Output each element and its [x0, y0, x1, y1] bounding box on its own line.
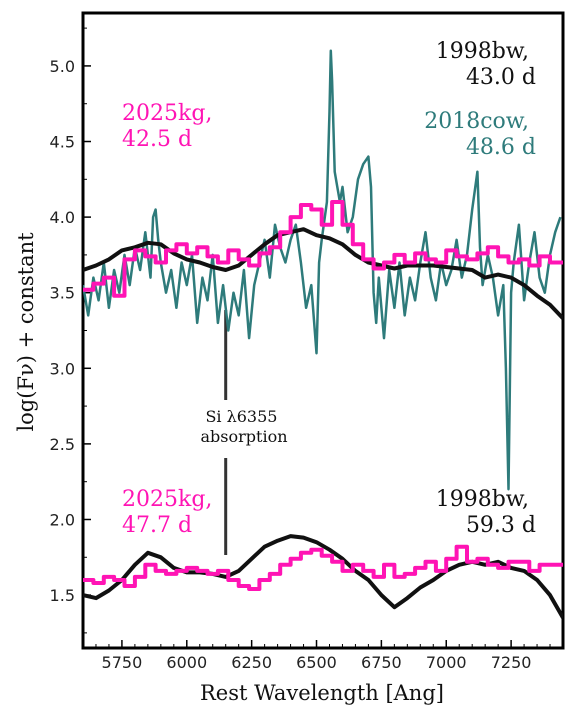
y-tick-label: 1.5 — [50, 586, 75, 605]
y-tick-label: 4.0 — [50, 208, 75, 227]
series-line-3 — [83, 534, 563, 619]
si-absorption-label: Si λ6355 absorption — [201, 407, 288, 446]
x-tick-label: 6500 — [296, 653, 337, 672]
x-tick-label: 6750 — [361, 653, 402, 672]
y-tick-label: 4.5 — [50, 133, 75, 152]
label-2018cow-48: 2018cow, 48.6 d — [424, 109, 536, 160]
axes-layer: 5750 6000 6250 6500 6750 7000 7250 1.5 2.0 2.5 3.0… — [50, 11, 565, 672]
label-2025kg-42: 2025kg, 42.5 d — [122, 101, 219, 152]
label-1998bw-59: 1998bw, 59.3 d — [436, 487, 536, 538]
series-line-4 — [83, 544, 563, 591]
x-tick-label: 5750 — [102, 653, 143, 672]
y-tick-label: 3.0 — [50, 359, 75, 378]
series-line-2 — [83, 200, 563, 298]
y-tick-label: 5.0 — [50, 57, 75, 76]
label-2025kg-47: 2025kg, 47.7 d — [122, 487, 219, 538]
x-axis-title: Rest Wavelength [Ang] — [200, 681, 444, 705]
x-tick-label: 6000 — [166, 653, 207, 672]
series-line-0 — [83, 49, 562, 491]
y-tick-label: 2.0 — [50, 510, 75, 529]
y-tick-label: 3.5 — [50, 284, 75, 303]
plot-area — [83, 49, 563, 619]
x-tick-label: 7250 — [491, 653, 532, 672]
y-tick-label: 2.5 — [50, 435, 75, 454]
x-tick-label: 6250 — [231, 653, 272, 672]
series-line-1 — [83, 227, 563, 320]
x-tick-label: 7000 — [426, 653, 467, 672]
label-1998bw-43: 1998bw, 43.0 d — [436, 39, 536, 90]
y-axis-title: log(Fν) + constant — [14, 232, 38, 432]
